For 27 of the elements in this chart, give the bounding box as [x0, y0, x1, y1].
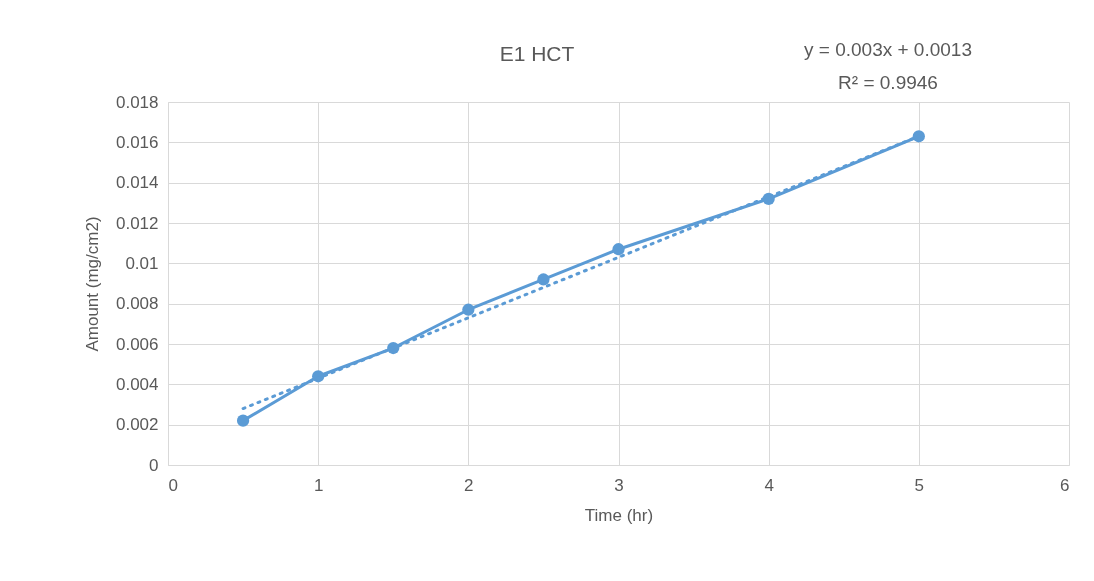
x-tick-label: 0: [168, 475, 178, 495]
y-tick-label: 0: [149, 455, 159, 475]
x-tick-label: 2: [464, 475, 474, 495]
x-tick-label: 1: [313, 475, 324, 495]
y-tick-label: 0.014: [115, 173, 159, 193]
y-tick-label: 0.006: [115, 334, 159, 354]
x-tick-label: 6: [1060, 475, 1070, 495]
x-tick-label: 3: [614, 475, 624, 495]
point: [537, 273, 550, 286]
x-tick-label: 5: [914, 475, 925, 495]
x-tick-label: 4: [764, 475, 774, 495]
text: R² = 0.9946: [838, 72, 938, 93]
point: [462, 303, 475, 316]
y-tick-label: 0.018: [115, 92, 159, 112]
y-tick-label: 0.008: [115, 294, 159, 314]
y-tick-label: 0.01: [125, 253, 159, 273]
y-tick-label: 0.012: [115, 213, 159, 233]
y-tick-label: 0.016: [115, 132, 159, 152]
point: [912, 130, 925, 143]
y-axis-title: Amount (mg/cm2): [82, 216, 102, 352]
x-axis-title: Time (hr): [584, 505, 654, 525]
chart-title: E1 HCT: [499, 42, 575, 65]
y-tick-label: 0.002: [115, 415, 159, 435]
text: y = 0.003x + 0.0013: [804, 39, 972, 60]
point: [612, 243, 625, 256]
y-tick-label: 0.004: [115, 374, 159, 394]
point: [236, 414, 250, 427]
